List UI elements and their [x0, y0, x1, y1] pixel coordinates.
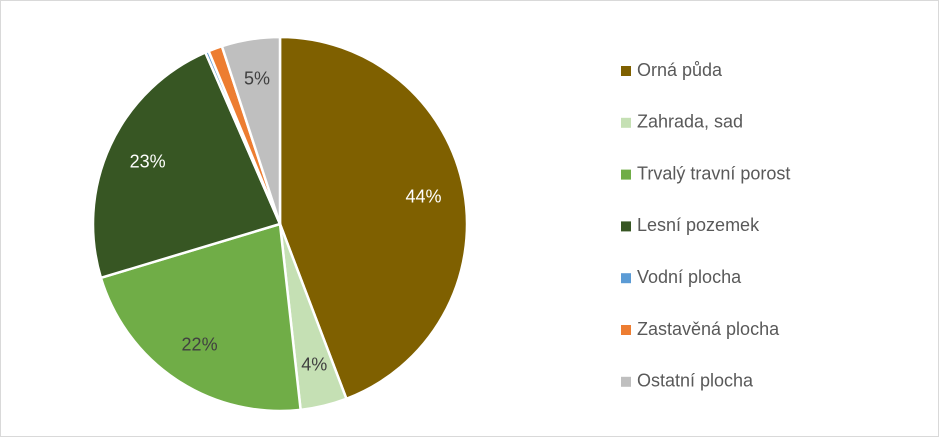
legend-label: Zahrada, sad	[637, 112, 743, 132]
legend-label: Ostatní plocha	[637, 371, 754, 391]
data-label: 23%	[130, 151, 166, 171]
legend-label: Lesní pozemek	[637, 215, 760, 235]
pie-slice	[99, 222, 303, 413]
legend-label: Zastavěná plocha	[637, 319, 780, 339]
data-label: 44%	[405, 186, 441, 206]
legend-swatch	[621, 221, 631, 232]
pie-slice	[91, 50, 282, 280]
legend-label: Orná půda	[637, 60, 723, 80]
legend-swatch	[621, 376, 631, 387]
pie-slice	[278, 35, 469, 401]
legend-swatch	[621, 66, 631, 76]
data-label: 4%	[301, 355, 327, 375]
legend-swatch	[621, 325, 631, 335]
pie-slice	[220, 35, 282, 225]
legend-label: Vodní plocha	[637, 267, 742, 287]
legend-swatch	[621, 273, 631, 284]
data-label: 22%	[182, 334, 218, 354]
legend-label: Trvalý travní porost	[637, 163, 790, 183]
legend-swatch	[621, 117, 631, 128]
legend-swatch	[621, 169, 631, 180]
data-label: 5%	[244, 69, 270, 89]
